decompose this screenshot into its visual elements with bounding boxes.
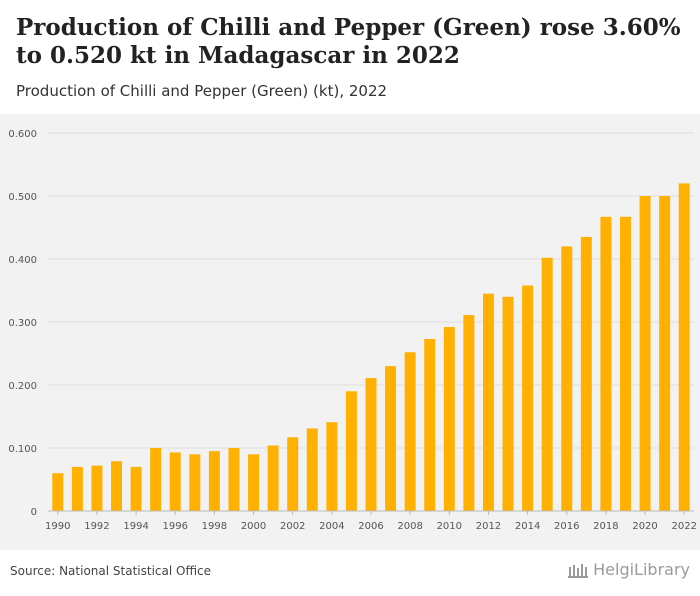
bar-1998 bbox=[208, 451, 220, 511]
bar-1999 bbox=[228, 448, 240, 511]
bar-1996 bbox=[169, 452, 181, 511]
bar-2010 bbox=[443, 327, 455, 511]
x-tick-label: 1990 bbox=[45, 521, 70, 532]
x-tick-label: 2018 bbox=[593, 521, 618, 532]
bar-1993 bbox=[111, 461, 122, 511]
source-note: Source: National Statistical Office bbox=[10, 564, 212, 578]
y-tick-label: 0.500 bbox=[8, 192, 37, 203]
bar-2017 bbox=[580, 236, 592, 511]
bar-2015 bbox=[541, 257, 553, 511]
bar-2008 bbox=[404, 352, 416, 511]
y-tick-label: 0.300 bbox=[8, 318, 37, 329]
bar-1990 bbox=[52, 473, 64, 511]
chart-title: Production of Chilli and Pepper (Green) … bbox=[16, 14, 681, 69]
x-tick-label: 2004 bbox=[319, 521, 344, 532]
bar-2000 bbox=[248, 454, 260, 511]
bar-2016 bbox=[561, 246, 573, 511]
x-tick-label: 2020 bbox=[632, 521, 657, 532]
bar-2001 bbox=[267, 445, 279, 511]
y-tick-label: 0.600 bbox=[8, 129, 37, 140]
bar-2011 bbox=[463, 315, 475, 511]
x-tick-label: 1998 bbox=[202, 521, 227, 532]
chart-subtitle: Production of Chilli and Pepper (Green) … bbox=[16, 82, 388, 100]
header: Production of Chilli and Pepper (Green) … bbox=[0, 0, 700, 114]
footer bbox=[0, 550, 700, 596]
bar-2009 bbox=[424, 339, 436, 511]
bar-2003 bbox=[306, 428, 318, 511]
y-tick-label: 0.200 bbox=[8, 381, 37, 392]
bar-2013 bbox=[502, 296, 514, 511]
bar-2021 bbox=[659, 196, 671, 511]
bar-2014 bbox=[522, 285, 534, 511]
bar-2022 bbox=[678, 183, 690, 511]
bar-2018 bbox=[600, 216, 612, 511]
bar-2019 bbox=[620, 216, 631, 511]
bar-2007 bbox=[385, 366, 397, 511]
bar-2004 bbox=[326, 422, 338, 511]
bar-2020 bbox=[639, 196, 651, 511]
x-tick-label: 1994 bbox=[123, 521, 148, 532]
bar-2006 bbox=[365, 378, 377, 511]
x-tick-label: 2006 bbox=[358, 521, 383, 532]
brand-logo: HelgiLibrary bbox=[567, 560, 690, 579]
bar-1994 bbox=[130, 466, 142, 511]
x-tick-label: 1996 bbox=[163, 521, 188, 532]
brand-name: HelgiLibrary bbox=[593, 560, 690, 579]
bar-1992 bbox=[91, 465, 103, 511]
y-tick-label: 0.100 bbox=[8, 444, 37, 455]
bar-1991 bbox=[71, 466, 83, 511]
y-tick-label: 0 bbox=[31, 507, 37, 518]
bar-2005 bbox=[345, 391, 357, 511]
x-tick-label: 2002 bbox=[280, 521, 305, 532]
bar-chart: 0 0.100 0.200 0.300 0.400 0.500 0.600 1990 1992 1… bbox=[8, 129, 697, 532]
x-tick-label: 2014 bbox=[515, 521, 540, 532]
x-tick-label: 2012 bbox=[476, 521, 501, 532]
bar-1995 bbox=[150, 448, 162, 511]
x-tick-label: 2000 bbox=[241, 521, 266, 532]
x-tick-label: 2016 bbox=[554, 521, 579, 532]
bar-2012 bbox=[482, 293, 494, 511]
bar-1997 bbox=[189, 454, 201, 511]
bar-2002 bbox=[287, 437, 299, 511]
x-tick-label: 1992 bbox=[84, 521, 109, 532]
x-tick-label: 2010 bbox=[437, 521, 462, 532]
x-tick-label: 2008 bbox=[397, 521, 422, 532]
library-icon bbox=[568, 563, 589, 578]
x-tick-label: 2022 bbox=[671, 521, 696, 532]
y-tick-label: 0.400 bbox=[8, 255, 37, 266]
